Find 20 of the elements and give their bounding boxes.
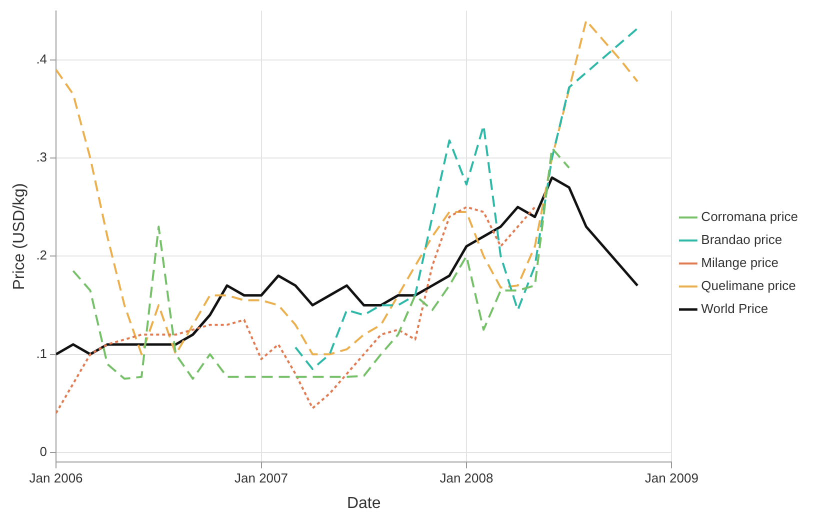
y-tick-label: .4 <box>36 51 48 66</box>
line-series <box>56 206 536 414</box>
y-tick-label: .1 <box>36 346 48 361</box>
legend-label: Brandao price <box>701 232 782 248</box>
line-series <box>56 20 638 356</box>
y-tick-label: .2 <box>36 248 48 263</box>
x-tick-label: Jan 2006 <box>29 470 83 486</box>
y-axis-title: Price (USD/kg) <box>11 183 28 290</box>
line-series <box>294 27 638 370</box>
legend-label: Milange price <box>701 255 779 270</box>
x-tick-label: Jan 2008 <box>440 470 494 486</box>
legend-label: Corromana price <box>701 209 798 224</box>
legend-label: Quelimane price <box>701 278 796 294</box>
y-tick-label: .3 <box>36 150 48 165</box>
x-tick-label: Jan 2009 <box>644 470 698 486</box>
x-axis-title: Date <box>346 494 381 512</box>
x-tick-label: Jan 2007 <box>234 470 288 486</box>
y-tick-label: 0 <box>40 444 48 459</box>
legend-label: World Price <box>701 301 768 316</box>
line-series <box>72 147 570 380</box>
